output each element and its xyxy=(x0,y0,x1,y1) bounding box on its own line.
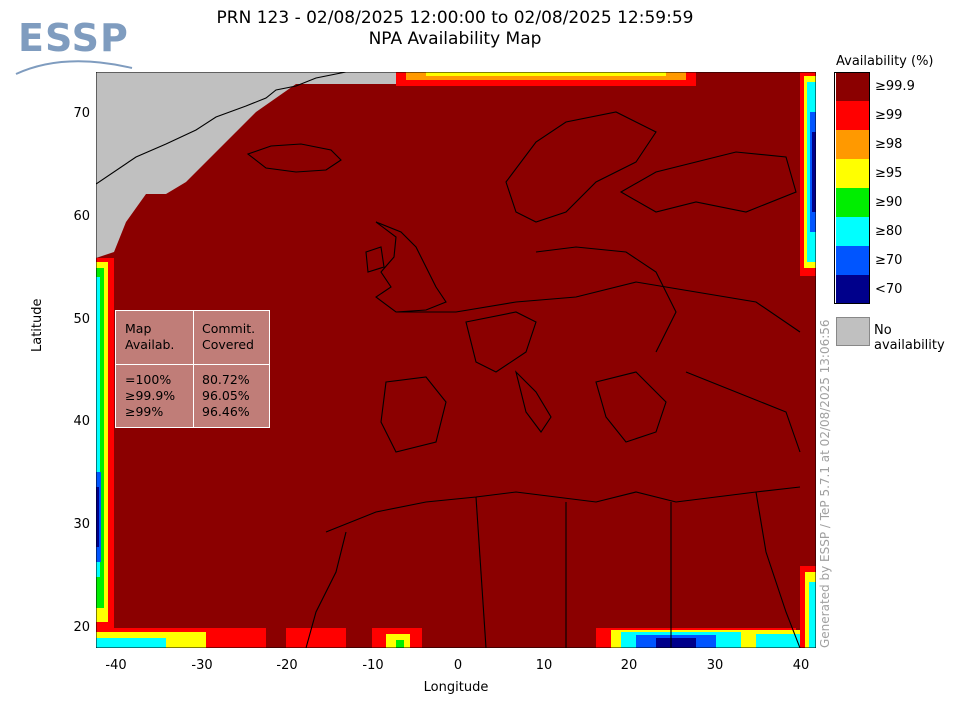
legend-label: ≥98 xyxy=(875,137,903,152)
legend-swatch xyxy=(836,159,870,188)
x-tick: 20 xyxy=(620,658,638,673)
logo-text: ESSP xyxy=(18,16,129,60)
stats-col2-header: Commit. Covered xyxy=(202,321,255,353)
legend-title: Availability (%) xyxy=(836,54,934,69)
generated-by-note: Generated by ESSP / TeP 5.7.1 at 02/08/2… xyxy=(818,319,832,648)
north-edge-band xyxy=(396,72,696,86)
title-line-1: PRN 123 - 02/08/2025 12:00:00 to 02/08/2… xyxy=(216,8,694,28)
x-tick: 30 xyxy=(706,658,724,673)
no-availability-region xyxy=(96,72,396,258)
legend-label: ≥70 xyxy=(875,253,903,268)
stats-covered-value: 96.05% xyxy=(202,388,250,403)
x-tick: 10 xyxy=(535,658,553,673)
x-tick: -30 xyxy=(191,658,213,673)
stats-col1-header: Map Availab. xyxy=(125,321,174,353)
stats-header-text: Map xyxy=(125,321,152,336)
coverage-stats-box: Map Availab. Commit. Covered =100% ≥99.9… xyxy=(115,310,270,428)
title-line-2: NPA Availability Map xyxy=(368,29,542,49)
map-title: PRN 123 - 02/08/2025 12:00:00 to 02/08/2… xyxy=(140,8,770,50)
y-tick: 60 xyxy=(73,209,90,224)
x-tick: -10 xyxy=(362,658,384,673)
x-tick: -20 xyxy=(276,658,298,673)
east-edge-band xyxy=(800,72,816,648)
legend-label: <70 xyxy=(875,282,903,297)
legend-no-availability-swatch xyxy=(836,317,870,346)
logo-swoosh xyxy=(15,60,133,75)
stats-covered-value: 96.46% xyxy=(202,404,250,419)
y-tick: 70 xyxy=(73,106,90,121)
legend-label: ≥95 xyxy=(875,166,903,181)
x-tick: 40 xyxy=(792,658,810,673)
x-tick: 0 xyxy=(453,658,463,673)
stats-levels: =100% ≥99.9% ≥99% xyxy=(125,372,175,420)
legend-swatch xyxy=(836,275,870,304)
legend-label: ≥99.9 xyxy=(875,79,915,94)
y-tick: 20 xyxy=(73,620,90,635)
stats-header-text: Commit. xyxy=(202,321,256,336)
legend-label: ≥80 xyxy=(875,224,903,239)
legend-swatch xyxy=(836,246,870,275)
y-tick: 40 xyxy=(73,414,90,429)
stats-level: =100% xyxy=(125,372,172,387)
stats-divider-vertical xyxy=(193,311,194,427)
stats-level: ≥99% xyxy=(125,404,164,419)
legend-swatch xyxy=(836,72,870,101)
stats-header-text: Availab. xyxy=(125,337,175,352)
legend-no-availability-label: No availability xyxy=(874,323,945,353)
legend-label: ≥99 xyxy=(875,108,903,123)
legend-swatch xyxy=(836,217,870,246)
essp-logo: ESSP xyxy=(14,12,134,82)
legend-swatch xyxy=(836,130,870,159)
y-tick: 50 xyxy=(73,312,90,327)
coastlines xyxy=(96,72,801,648)
legend-swatch xyxy=(836,188,870,217)
y-tick: 30 xyxy=(73,517,90,532)
stats-level: ≥99.9% xyxy=(125,388,176,403)
y-axis-label: Latitude xyxy=(30,298,45,352)
stats-covered: 80.72% 96.05% 96.46% xyxy=(202,372,250,420)
west-edge-band xyxy=(96,258,114,630)
stats-covered-value: 80.72% xyxy=(202,372,250,387)
x-tick: -40 xyxy=(105,658,127,673)
south-edge-band xyxy=(96,628,816,648)
x-axis-label: Longitude xyxy=(423,680,489,695)
stats-divider-horizontal xyxy=(116,364,269,365)
stats-header-text: Covered xyxy=(202,337,254,352)
legend-swatch xyxy=(836,101,870,130)
legend-label: ≥90 xyxy=(875,195,903,210)
